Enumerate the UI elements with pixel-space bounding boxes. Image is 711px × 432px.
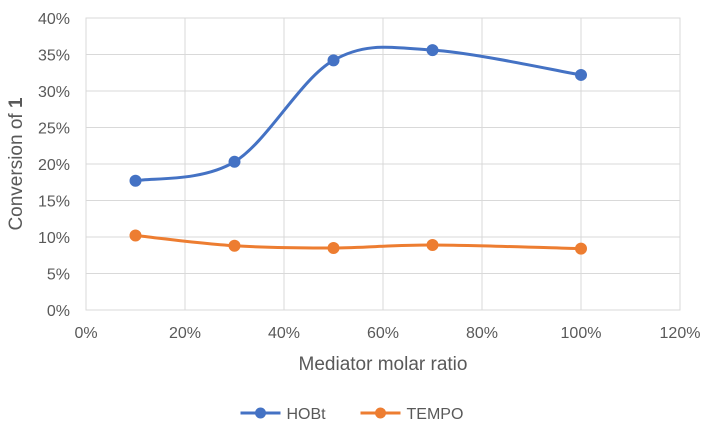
data-point-tempo — [228, 239, 241, 252]
x-tick-label: 40% — [268, 325, 300, 342]
x-axis-title: Mediator molar ratio — [299, 354, 468, 375]
x-tick-label: 0% — [74, 325, 97, 342]
series-hobt — [129, 44, 587, 187]
y-tick-label: 5% — [47, 267, 70, 284]
data-point-hobt — [228, 155, 241, 168]
y-tick-label: 10% — [38, 230, 70, 247]
data-point-tempo — [129, 229, 142, 242]
data-point-tempo — [575, 242, 587, 255]
legend-marker-hobt — [255, 407, 266, 419]
x-tick-label: 120% — [660, 325, 701, 342]
data-point-hobt — [327, 54, 340, 67]
x-axis-tick-labels: 0% 20% 40% 60% 80% 100% 120% — [74, 325, 700, 342]
x-tick-label: 100% — [561, 325, 602, 342]
y-tick-label: 35% — [38, 48, 70, 65]
plot-border — [85, 17, 681, 311]
series-line-hobt — [134, 45, 583, 183]
x-tick-label: 80% — [466, 325, 498, 342]
plot-area — [85, 17, 681, 311]
series-layer — [129, 44, 587, 255]
legend-marker-tempo — [375, 407, 386, 419]
y-tick-label: 20% — [38, 157, 70, 174]
data-point-hobt — [426, 44, 439, 57]
y-tick-label: 40% — [38, 11, 70, 28]
series-tempo — [129, 229, 587, 255]
y-tick-label: 30% — [38, 84, 70, 101]
gridlines — [85, 17, 681, 311]
y-axis-tick-labels: 0% 5% 10% 15% 20% 25% 30% 35% 40% — [38, 11, 70, 320]
x-tick-label: 20% — [169, 325, 201, 342]
legend-item-tempo: TEMPO — [360, 406, 464, 423]
y-axis-title: Conversion of 1 — [6, 97, 27, 231]
y-axis-title-text: Conversion of — [6, 108, 27, 231]
y-tick-label: 25% — [38, 121, 70, 138]
x-tick-label: 60% — [367, 325, 399, 342]
legend-label-tempo: TEMPO — [407, 406, 464, 423]
y-axis-title-bold: 1 — [6, 97, 27, 108]
data-point-tempo — [327, 241, 340, 254]
legend-label-hobt: HOBt — [287, 406, 327, 423]
data-point-tempo — [426, 239, 439, 252]
y-tick-label: 0% — [47, 303, 70, 320]
data-point-hobt — [575, 68, 587, 81]
series-line-tempo — [134, 234, 583, 251]
data-point-hobt — [129, 174, 142, 187]
legend: HOBt TEMPO — [240, 406, 464, 423]
y-tick-label: 15% — [38, 194, 70, 211]
legend-item-hobt: HOBt — [240, 406, 327, 423]
